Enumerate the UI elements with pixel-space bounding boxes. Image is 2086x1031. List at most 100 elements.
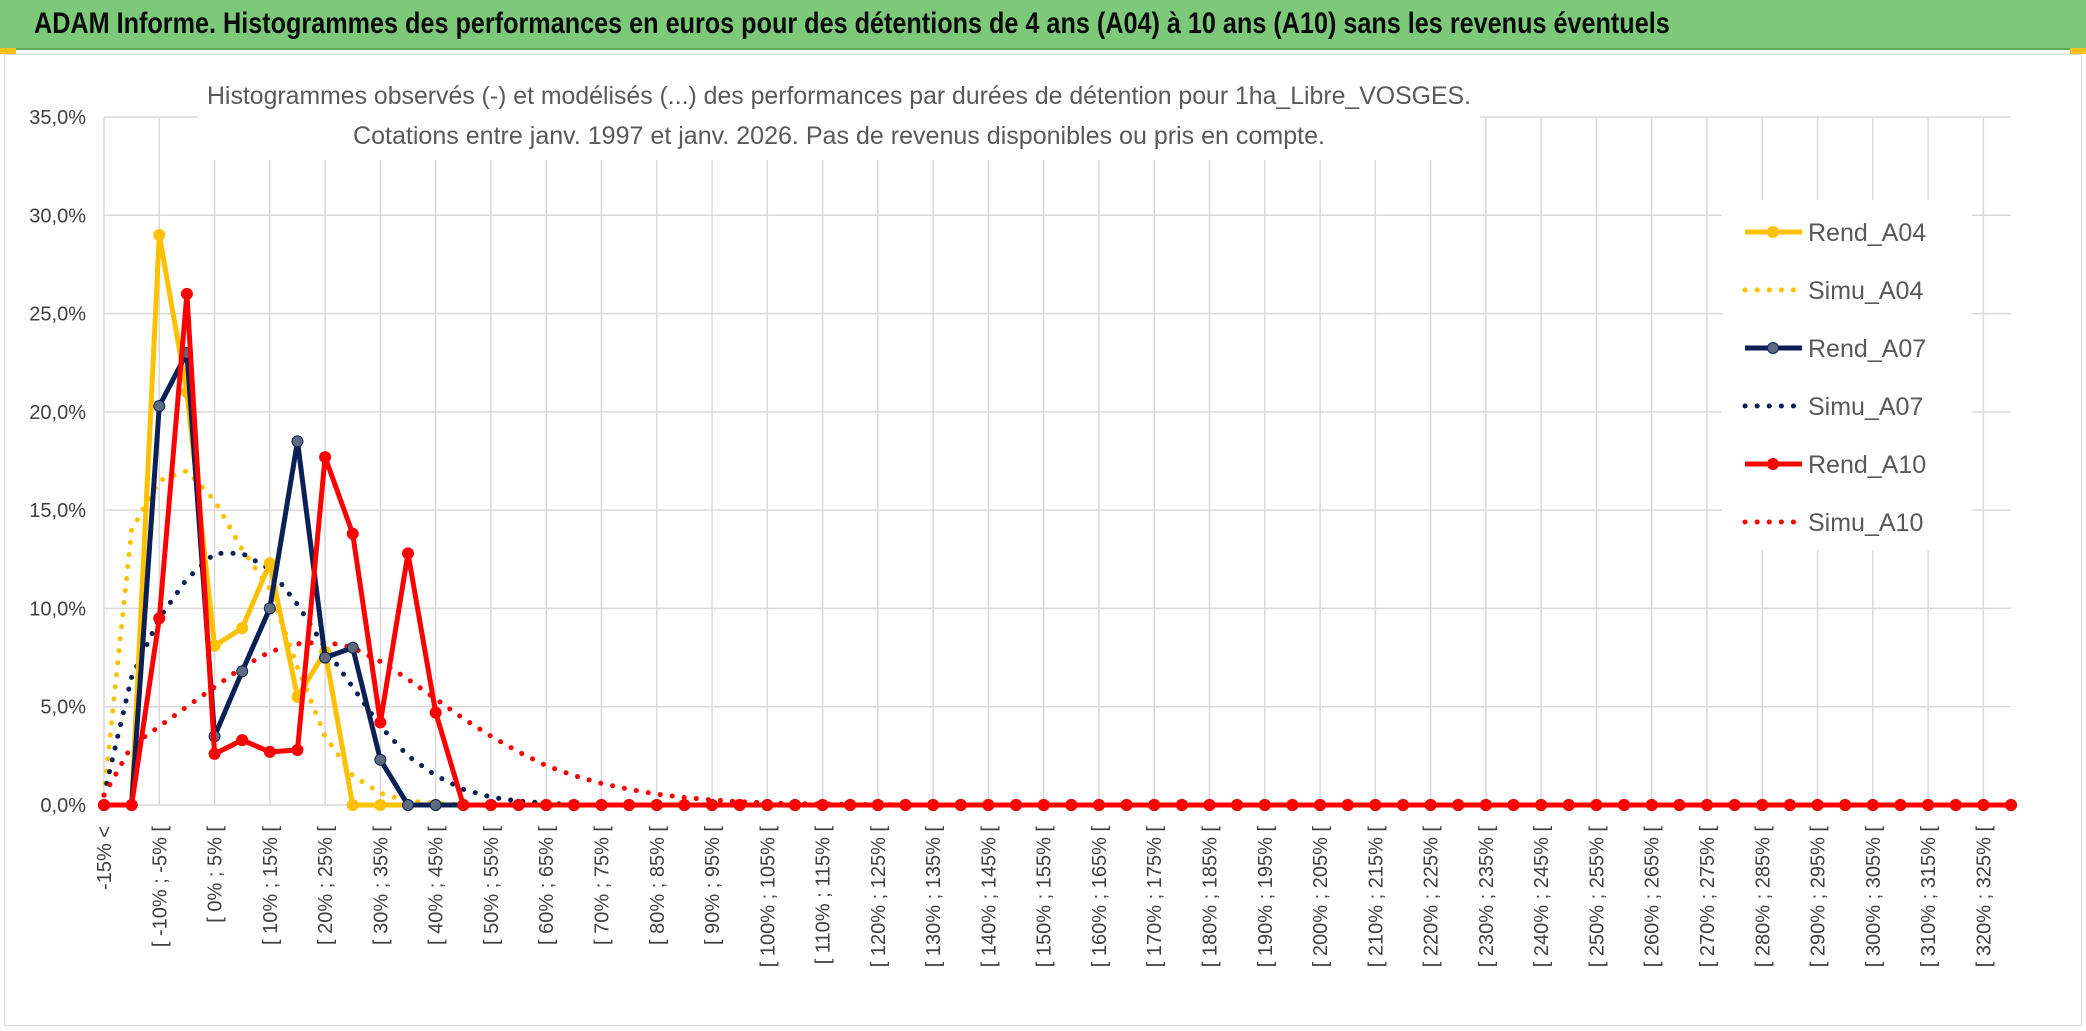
data-point xyxy=(429,706,442,719)
x-tick-label: [ 20% ; 25% [ xyxy=(315,826,337,945)
data-point xyxy=(733,799,746,811)
data-point xyxy=(1203,799,1216,811)
x-tick-label: [ 70% ; 75% [ xyxy=(591,826,613,945)
data-point xyxy=(899,799,912,811)
x-tick-label: [ 290% ; 295% [ xyxy=(1808,826,1830,968)
data-point xyxy=(1010,799,1023,811)
data-point xyxy=(1120,799,1133,811)
data-point xyxy=(236,665,249,678)
legend-background xyxy=(1722,200,1972,550)
data-point xyxy=(1894,799,1907,811)
data-point xyxy=(1618,799,1631,811)
x-tick-label: [ 220% ; 225% [ xyxy=(1421,826,1443,968)
data-point xyxy=(1507,799,1520,811)
x-tick-label: [ 10% ; 15% [ xyxy=(260,826,282,945)
x-tick-label: [ 0% ; 5% [ xyxy=(205,826,227,923)
data-point xyxy=(484,799,497,811)
data-point xyxy=(1258,799,1271,811)
x-tick-label: [ -10% ; -5% [ xyxy=(149,826,171,948)
x-tick-label: [ 150% ; 155% [ xyxy=(1034,826,1056,968)
data-point xyxy=(153,228,166,241)
x-tick-label: -15% < xyxy=(94,826,116,890)
data-point xyxy=(1922,799,1935,811)
data-point xyxy=(512,799,525,811)
y-tick-label: 25,0% xyxy=(29,304,86,326)
y-tick-label: 10,0% xyxy=(29,598,86,620)
data-point xyxy=(208,747,221,760)
data-point xyxy=(816,799,829,811)
data-point xyxy=(1811,799,1824,811)
x-tick-label: [ 40% ; 45% [ xyxy=(426,826,448,945)
data-point xyxy=(429,799,442,811)
data-point xyxy=(291,435,304,448)
data-point xyxy=(1148,799,1161,811)
y-tick-label: 35,0% xyxy=(29,107,86,129)
x-tick-label: [ 210% ; 215% [ xyxy=(1365,826,1387,968)
legend-label: Rend_A04 xyxy=(1808,219,1926,247)
data-point xyxy=(125,799,138,811)
data-point xyxy=(346,641,359,654)
data-point xyxy=(263,602,276,615)
x-tick-label: [ 300% ; 305% [ xyxy=(1863,826,1885,968)
data-point xyxy=(761,799,774,811)
x-tick-label: [ 180% ; 185% [ xyxy=(1200,826,1222,968)
y-tick-label: 30,0% xyxy=(29,205,86,227)
data-point xyxy=(1673,799,1686,811)
data-point xyxy=(1535,799,1548,811)
data-point xyxy=(1092,799,1105,811)
data-point xyxy=(1479,799,1492,811)
data-point xyxy=(1783,799,1796,811)
data-point xyxy=(319,451,332,464)
y-tick-label: 20,0% xyxy=(29,402,86,424)
x-tick-label: [ 190% ; 195% [ xyxy=(1255,826,1277,968)
series-rend-a10 xyxy=(98,287,2017,811)
x-tick-label: [ 170% ; 175% [ xyxy=(1144,826,1166,968)
corner-accent-left xyxy=(0,48,16,54)
x-tick-label: [ 310% ; 315% [ xyxy=(1918,826,1940,968)
x-tick-label: [ 320% ; 325% [ xyxy=(1973,826,1995,968)
data-point xyxy=(623,799,636,811)
data-point xyxy=(1396,799,1409,811)
x-tick-label: [ 260% ; 265% [ xyxy=(1642,826,1664,968)
data-point xyxy=(457,799,470,811)
legend-item-rend-a04: Rend_A04 xyxy=(1745,219,1926,247)
legend-marker xyxy=(1767,342,1779,354)
x-tick-label: [ 160% ; 165% [ xyxy=(1089,826,1111,968)
legend-label: Simu_A10 xyxy=(1808,509,1923,537)
data-point xyxy=(1231,799,1244,811)
data-point xyxy=(540,799,553,811)
data-point xyxy=(291,743,304,756)
legend-item-simu-a04: Simu_A04 xyxy=(1742,277,1923,305)
series-simu-a07 xyxy=(101,550,2014,808)
data-point xyxy=(982,799,995,811)
x-tick-label: [ 240% ; 245% [ xyxy=(1531,826,1553,968)
data-point xyxy=(236,734,249,747)
x-tick-label: [ 50% ; 55% [ xyxy=(481,826,503,945)
legend-item-simu-a07: Simu_A07 xyxy=(1742,393,1923,421)
data-point xyxy=(1949,799,1962,811)
legend-label: Simu_A04 xyxy=(1808,277,1923,305)
data-point xyxy=(706,799,719,811)
data-point xyxy=(954,799,967,811)
chart-subtitle: Cotations entre janv. 1997 et janv. 2026… xyxy=(353,122,1325,150)
series-line-simu-a07 xyxy=(101,550,2014,808)
data-point xyxy=(1037,799,1050,811)
data-point xyxy=(1341,799,1354,811)
data-point xyxy=(1286,799,1299,811)
x-tick-label: [ 60% ; 65% [ xyxy=(536,826,558,945)
legend-marker xyxy=(1767,458,1779,470)
data-point xyxy=(650,799,663,811)
chart-frame xyxy=(4,54,2082,1026)
data-point xyxy=(1645,799,1658,811)
data-point xyxy=(1839,799,1852,811)
x-tick-label: [ 30% ; 35% [ xyxy=(370,826,392,945)
chart-title: Histogrammes observés (-) et modélisés (… xyxy=(207,82,1471,110)
data-point xyxy=(1424,799,1437,811)
chart-legend: Rend_A04 Simu_A04 Rend_A07 Simu_A07 Rend_A10… xyxy=(1742,219,1926,537)
data-point xyxy=(1700,799,1713,811)
legend-item-simu-a10: Simu_A10 xyxy=(1742,509,1923,537)
x-tick-label: [ 130% ; 135% [ xyxy=(923,826,945,968)
x-tick-label: [ 270% ; 275% [ xyxy=(1697,826,1719,968)
legend-item-rend-a07: Rend_A07 xyxy=(1745,335,1926,363)
data-point xyxy=(2005,799,2017,811)
